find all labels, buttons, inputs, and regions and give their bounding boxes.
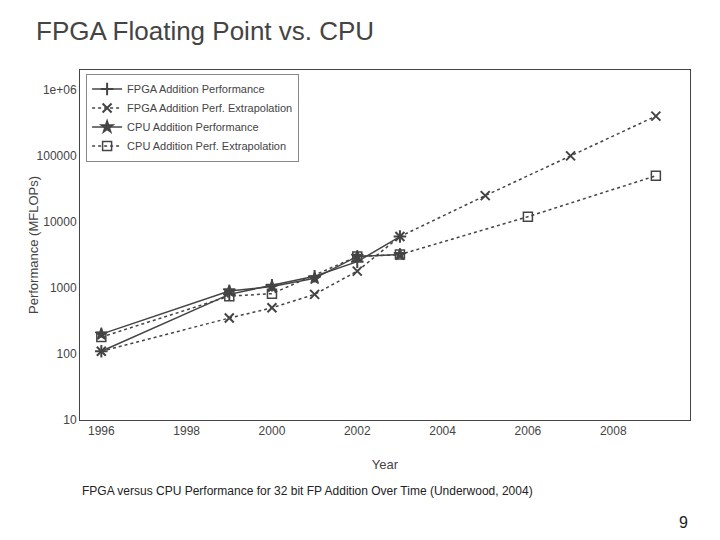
svg-text:CPU Addition Perf. Extrapolati: CPU Addition Perf. Extrapolation	[127, 140, 286, 152]
svg-text:CPU Addition Performance: CPU Addition Performance	[127, 121, 258, 133]
svg-text:10: 10	[63, 413, 77, 427]
svg-text:10000: 10000	[43, 215, 77, 229]
svg-text:2008: 2008	[600, 424, 627, 438]
svg-text:1996: 1996	[88, 424, 115, 438]
svg-text:100: 100	[57, 347, 77, 361]
svg-text:1000: 1000	[50, 281, 77, 295]
svg-text:2002: 2002	[344, 424, 371, 438]
svg-text:2006: 2006	[515, 424, 542, 438]
svg-text:9: 9	[679, 514, 688, 531]
svg-text:FPGA versus CPU Performance fo: FPGA versus CPU Performance for 32 bit F…	[82, 484, 533, 498]
svg-text:2000: 2000	[259, 424, 286, 438]
svg-text:Performance (MFLOPs): Performance (MFLOPs)	[26, 176, 41, 314]
svg-text:FPGA Floating Point vs. CPU: FPGA Floating Point vs. CPU	[36, 16, 374, 46]
svg-text:1e+06: 1e+06	[43, 83, 77, 97]
svg-text:100000: 100000	[37, 149, 77, 163]
svg-text:2004: 2004	[429, 424, 456, 438]
svg-text:Year: Year	[372, 457, 399, 472]
svg-text:FPGA Addition Performance: FPGA Addition Performance	[127, 83, 265, 95]
svg-text:1998: 1998	[173, 424, 200, 438]
svg-text:FPGA Addition Perf. Extrapolat: FPGA Addition Perf. Extrapolation	[127, 102, 292, 114]
